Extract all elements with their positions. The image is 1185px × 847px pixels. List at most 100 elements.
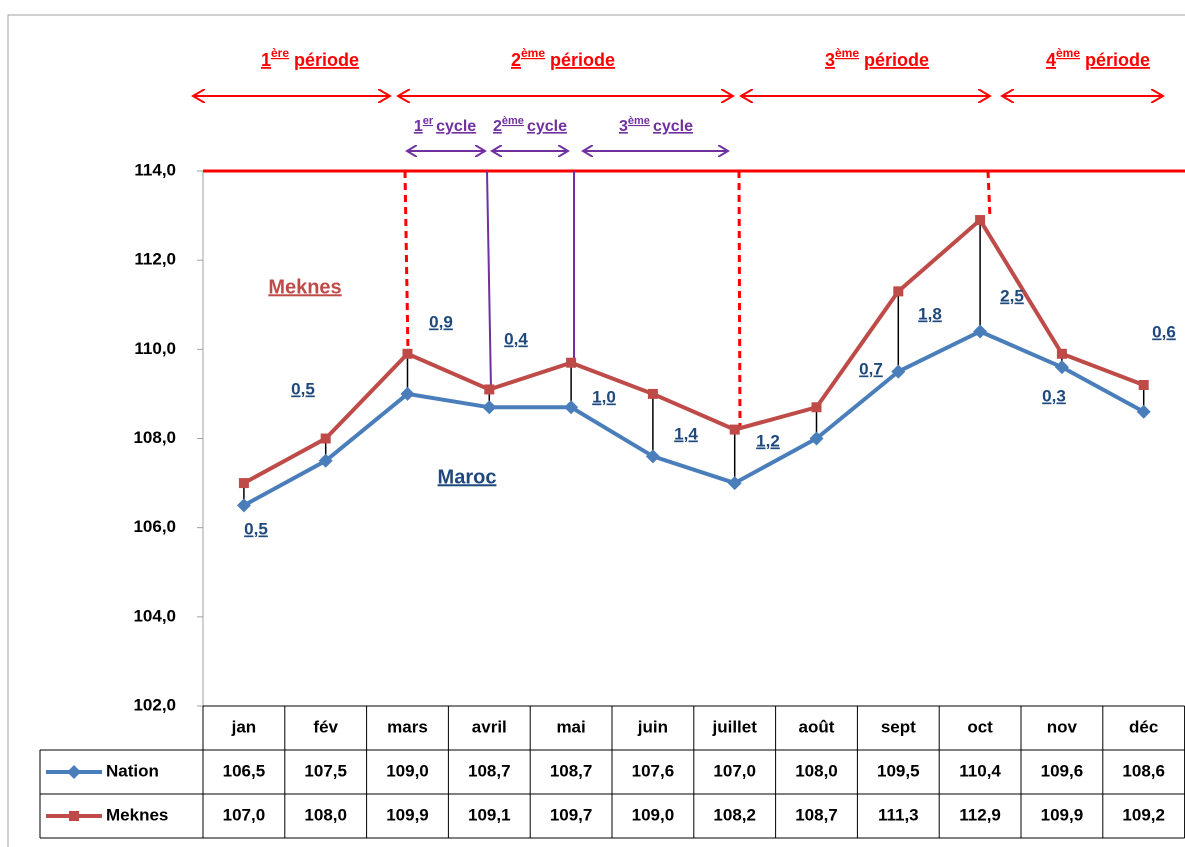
x-tick-label: sept: [881, 717, 916, 736]
y-tick-label: 112,0: [134, 250, 176, 269]
difference-label: 0,5: [244, 519, 268, 538]
table-value: 107,6: [632, 761, 675, 780]
marker: [647, 388, 658, 399]
marker: [809, 431, 824, 446]
x-tick-label: juin: [637, 717, 668, 736]
series-annotation: Maroc: [438, 466, 497, 488]
x-tick-label: jan: [231, 717, 257, 736]
table-value: 107,5: [304, 761, 347, 780]
period-sup: ère: [271, 46, 289, 60]
period-sup: ème: [521, 46, 545, 60]
table-value: 109,9: [1041, 805, 1084, 824]
marker: [402, 348, 413, 359]
cycle-text: cycle: [527, 118, 567, 135]
cycle-title: 2ème cycle: [493, 115, 567, 135]
cycle-divider: [486, 170, 492, 390]
period-text: période: [550, 50, 615, 70]
legend-marker: [67, 765, 81, 779]
period-title: 3ème période: [825, 46, 929, 70]
series-line: [242, 216, 1145, 485]
table-value: 109,6: [1041, 761, 1084, 780]
table-value: 108,7: [468, 761, 511, 780]
y-tick-label: 108,0: [133, 428, 176, 447]
cycle-num: 1: [414, 118, 423, 135]
period-text: période: [864, 50, 929, 70]
marker: [566, 357, 577, 368]
difference-label: 1,8: [918, 304, 942, 323]
marker: [318, 453, 333, 468]
table-value: 108,7: [550, 761, 593, 780]
marker: [484, 384, 495, 395]
cycle-sup: er: [423, 115, 434, 127]
marker: [893, 286, 904, 297]
table-value: 107,0: [223, 805, 266, 824]
period-text: période: [294, 50, 359, 70]
marker: [1056, 348, 1067, 359]
marker: [973, 324, 988, 339]
marker: [811, 402, 822, 413]
cycle-title: 3ème cycle: [619, 115, 693, 135]
period-divider: [737, 170, 742, 431]
period-text: période: [1085, 50, 1150, 70]
period-divider: [403, 170, 410, 353]
legend-marker: [69, 811, 79, 821]
table-value: 108,0: [795, 761, 838, 780]
period-num: 1: [261, 50, 271, 70]
marker: [400, 386, 415, 401]
y-tick-label: 110,0: [134, 339, 176, 358]
difference-label: 1,0: [592, 387, 616, 406]
chart-border: [7, 14, 1185, 847]
table-value: 109,9: [386, 805, 429, 824]
period-num: 2: [511, 50, 521, 70]
cycle-title: 1er cycle: [414, 115, 476, 135]
y-tick-label: 104,0: [133, 606, 176, 625]
table-value: 107,0: [713, 761, 756, 780]
x-tick-label: fév: [313, 717, 338, 736]
cycle-num: 3: [619, 118, 628, 135]
marker: [1138, 380, 1149, 390]
marker: [482, 400, 497, 415]
x-tick-label: août: [799, 717, 835, 736]
cycle-sup: ème: [502, 115, 524, 127]
marker: [1136, 404, 1151, 419]
marker: [1054, 360, 1069, 375]
period-title: 1ère période: [261, 46, 359, 70]
y-tick-label: 102,0: [133, 695, 176, 714]
series-annotation: Meknes: [268, 276, 341, 298]
table-value: 108,2: [713, 805, 756, 824]
period-num: 4: [1046, 50, 1056, 70]
period-sup: ème: [835, 46, 859, 60]
marker: [564, 400, 579, 415]
marker: [236, 498, 251, 513]
table-value: 112,9: [959, 805, 1001, 824]
table-value: 108,6: [1122, 761, 1165, 780]
x-tick-label: mars: [387, 717, 428, 736]
cycle-num: 2: [493, 118, 502, 135]
marker: [320, 433, 331, 444]
table-value: 109,0: [386, 761, 429, 780]
cycle-text: cycle: [436, 118, 476, 135]
x-tick-label: oct: [967, 717, 993, 736]
period-divider: [986, 170, 992, 219]
y-tick-label: 106,0: [133, 517, 176, 536]
marker: [729, 424, 740, 435]
table-value: 111,3: [878, 805, 919, 824]
table-value: 110,4: [959, 761, 1001, 780]
x-tick-label: déc: [1129, 717, 1158, 736]
table-value: 106,5: [223, 761, 266, 780]
marker: [975, 215, 986, 226]
period-num: 3: [825, 50, 835, 70]
table-value: 108,7: [795, 805, 838, 824]
marker: [891, 364, 906, 379]
table-value: 109,1: [468, 805, 511, 824]
difference-label: 2,5: [1000, 286, 1024, 305]
x-tick-label: avril: [472, 717, 507, 736]
table-value: 109,0: [632, 805, 675, 824]
cycle-text: cycle: [653, 118, 693, 135]
legend-label: Meknes: [106, 805, 168, 824]
table-value: 109,2: [1122, 805, 1165, 824]
difference-label: 0,5: [291, 379, 315, 398]
table-value: 109,7: [550, 805, 593, 824]
